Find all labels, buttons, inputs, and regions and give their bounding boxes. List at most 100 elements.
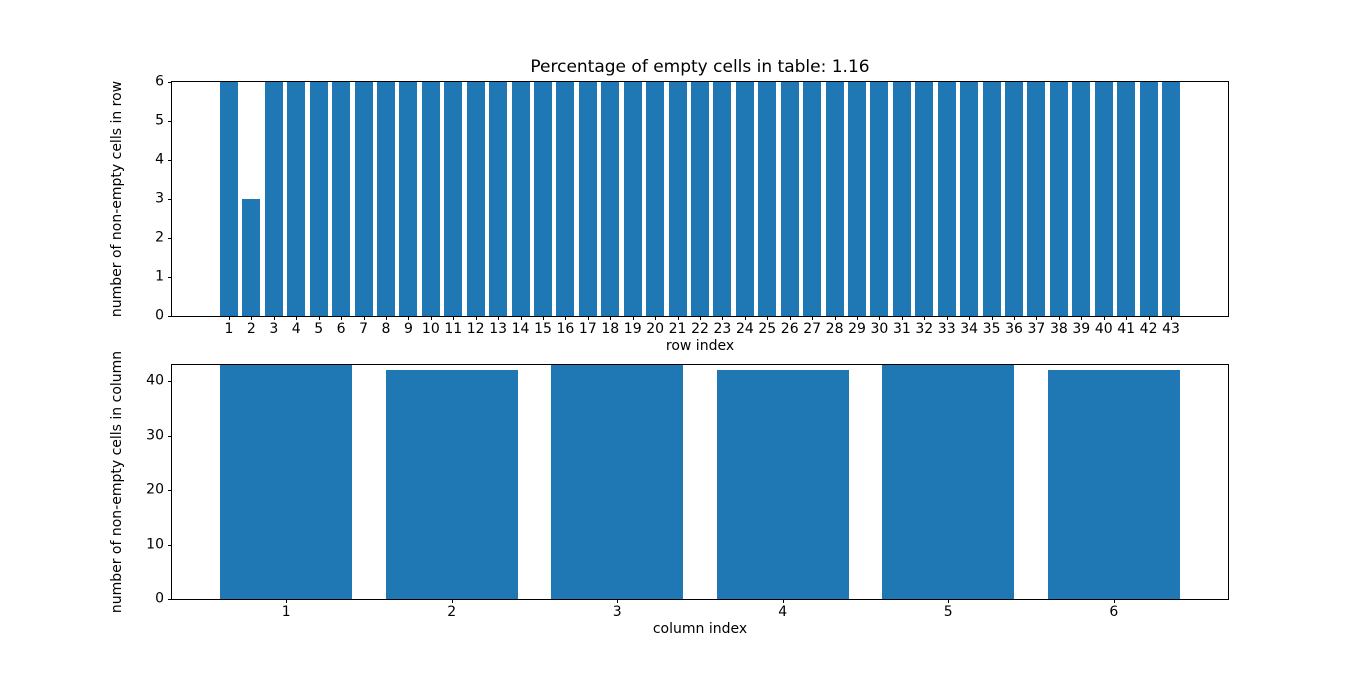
bar <box>578 82 597 316</box>
x-tick-mark <box>430 316 432 320</box>
bar <box>264 82 283 316</box>
x-tick-label: 6 <box>336 321 346 337</box>
x-tick-label: 38 <box>1049 321 1068 337</box>
chart-title: Percentage of empty cells in table: 1.16 <box>530 57 870 77</box>
x-tick-label: 22 <box>691 321 709 337</box>
x-tick-mark <box>1126 316 1128 320</box>
x-tick-mark <box>363 316 365 320</box>
x-tick-label: 36 <box>1005 321 1023 337</box>
row-chart-bars-layer <box>172 82 1228 316</box>
column-chart-y-axis-label: number of non-empty cells in column <box>109 350 125 614</box>
x-tick-label: 29 <box>848 321 866 337</box>
bar <box>1047 370 1180 599</box>
x-tick-mark <box>924 316 926 320</box>
x-tick-label: 30 <box>870 321 889 337</box>
y-tick-mark <box>168 435 172 437</box>
y-tick-label: 30 <box>146 427 164 444</box>
x-tick-label: 43 <box>1162 321 1180 337</box>
x-tick-mark <box>700 316 701 320</box>
x-tick-label: 21 <box>668 321 687 337</box>
bar <box>1049 82 1068 316</box>
x-tick-label: 13 <box>489 321 508 337</box>
bar <box>551 365 684 599</box>
x-tick-label: 8 <box>381 321 391 337</box>
x-tick-label: 24 <box>735 321 754 337</box>
row-chart-x-axis-label: row index <box>665 338 735 354</box>
x-tick-mark <box>1113 599 1115 603</box>
x-tick-mark <box>610 316 612 320</box>
x-tick-label: 28 <box>825 321 844 337</box>
x-tick-mark <box>565 316 567 320</box>
x-tick-mark <box>520 316 522 320</box>
y-tick-label: 1 <box>155 268 164 285</box>
column-chart-bars-layer <box>172 365 1228 599</box>
x-tick-label: 10 <box>421 321 440 337</box>
x-tick-label: 2 <box>246 321 256 337</box>
bar <box>848 82 866 316</box>
x-tick-mark <box>744 316 746 320</box>
y-tick-mark <box>168 490 172 492</box>
bar <box>691 82 709 316</box>
x-tick-mark <box>228 316 230 320</box>
x-tick-label: 2 <box>447 604 457 620</box>
x-tick-label: 32 <box>915 321 934 337</box>
bar <box>803 82 822 316</box>
y-tick-mark <box>168 277 172 278</box>
x-tick-mark <box>879 316 881 320</box>
bar <box>354 82 373 316</box>
bar <box>489 82 508 316</box>
x-tick-mark <box>812 316 814 320</box>
x-tick-mark <box>789 316 791 320</box>
x-tick-mark <box>1058 316 1060 320</box>
x-tick-mark <box>286 599 288 603</box>
x-tick-mark <box>1014 316 1016 320</box>
x-tick-mark <box>857 316 858 320</box>
x-tick-label: 23 <box>713 321 732 337</box>
x-tick-mark <box>782 599 784 603</box>
bar <box>556 82 575 316</box>
bar <box>915 82 934 316</box>
x-tick-mark <box>834 316 836 320</box>
x-tick-label: 34 <box>960 321 979 337</box>
bar <box>1005 82 1023 316</box>
bar <box>937 82 956 316</box>
x-tick-mark <box>948 599 950 603</box>
x-tick-mark <box>251 316 253 320</box>
x-tick-mark <box>453 316 455 320</box>
bar <box>1094 82 1113 316</box>
bar <box>1027 82 1046 316</box>
row-chart-axes: Percentage of empty cells in table: 1.16… <box>109 57 1229 354</box>
x-tick-label: 16 <box>556 321 575 337</box>
y-tick-label: 0 <box>155 307 164 324</box>
bar <box>735 82 754 316</box>
row-chart-y-axis-label: number of non-empty cells in row <box>109 80 125 318</box>
bar <box>758 82 777 316</box>
y-tick-mark <box>168 599 172 600</box>
x-tick-label: 1 <box>281 604 291 620</box>
x-tick-mark <box>318 316 320 320</box>
x-tick-label: 20 <box>646 321 665 337</box>
y-tick-mark <box>168 316 172 317</box>
x-tick-label: 37 <box>1027 321 1046 337</box>
bar <box>1162 82 1180 316</box>
x-tick-label: 11 <box>444 321 463 337</box>
x-tick-mark <box>969 316 971 320</box>
y-tick-mark <box>168 238 172 239</box>
x-tick-label: 4 <box>778 604 788 620</box>
bar <box>444 82 463 316</box>
bar <box>780 82 799 316</box>
x-tick-label: 18 <box>601 321 620 337</box>
y-tick-mark <box>168 121 172 122</box>
x-tick-label: 9 <box>403 321 413 337</box>
y-tick-label: 5 <box>155 112 164 129</box>
y-tick-label: 40 <box>146 372 164 389</box>
x-tick-mark <box>991 316 993 320</box>
x-tick-mark <box>1081 316 1083 320</box>
x-tick-label: 39 <box>1072 321 1091 337</box>
bar <box>377 82 395 316</box>
y-tick-mark <box>168 381 172 383</box>
bar <box>882 365 1015 599</box>
x-tick-mark <box>475 316 477 320</box>
bar <box>713 82 732 316</box>
bar <box>534 82 552 316</box>
